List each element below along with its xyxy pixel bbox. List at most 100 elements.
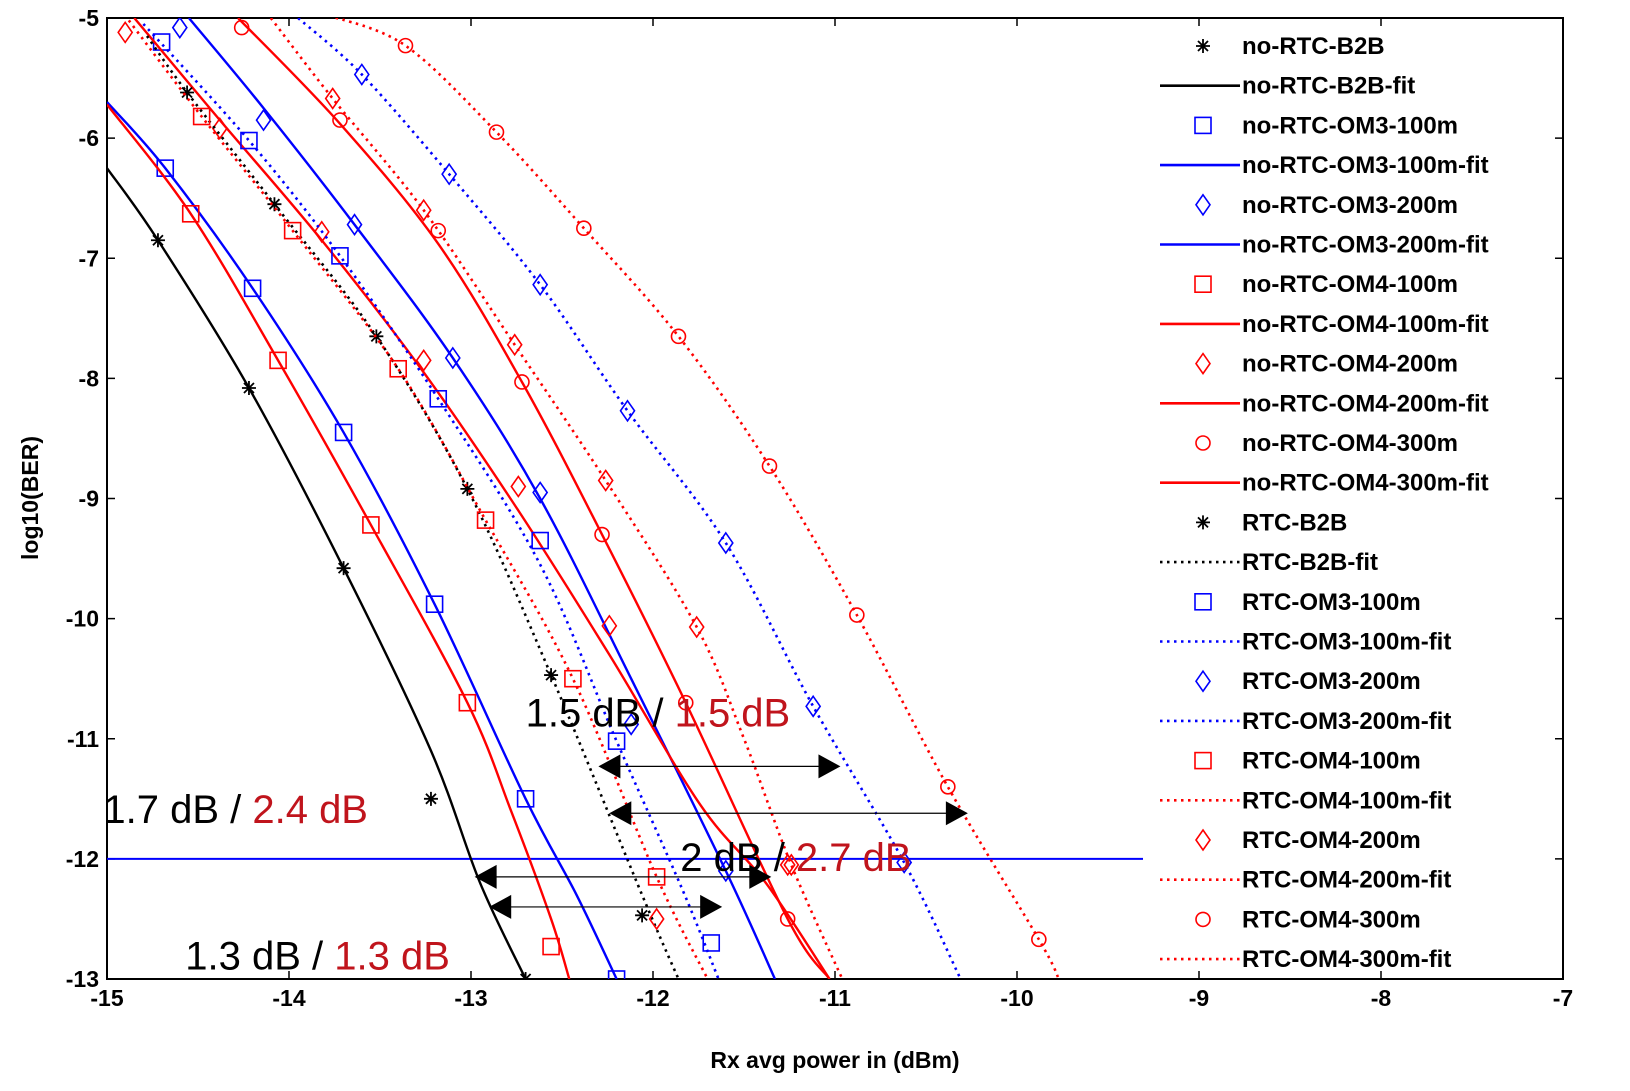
legend-marker-sample <box>1196 39 1210 53</box>
series-no-rtc-om4-300m-fit <box>237 18 831 979</box>
legend-entry: no-RTC-B2B <box>1196 33 1385 60</box>
legend-label: RTC-OM4-300m-fit <box>1242 946 1451 973</box>
data-point <box>269 351 287 370</box>
legend-marker-sample <box>1194 116 1212 135</box>
legend: no-RTC-B2B no-RTC-B2B-fit no-RTC-OM3-100m n… <box>1160 33 1489 973</box>
data-point <box>635 908 650 923</box>
legend-label: RTC-OM3-100m-fit <box>1242 629 1451 656</box>
legend-label: no-RTC-OM4-200m-fit <box>1242 390 1489 417</box>
legend-marker-sample <box>1195 193 1211 217</box>
data-point <box>779 911 796 927</box>
series-rtc-b2b-fit <box>145 35 680 979</box>
axes: -15 -14 -13 -12 -11 -10 -9 -8 -7 -5 -6 -7 -8 -9 -10 -11… <box>66 5 1573 1011</box>
fit-line <box>142 23 720 979</box>
series-rtc-om4-100m <box>192 107 666 886</box>
series-no-rtc-om4-100m-fit <box>107 103 571 979</box>
y-tick-label: -8 <box>79 365 100 391</box>
data-point <box>171 18 188 40</box>
legend-entry: RTC-OM4-100m-fit <box>1160 787 1451 814</box>
legend-entry: RTC-OM3-200m <box>1195 668 1421 695</box>
data-point <box>532 273 549 297</box>
data-point <box>332 112 348 128</box>
y-tick-label: -7 <box>79 245 99 271</box>
data-point <box>564 669 582 688</box>
annotation-black-part: 1.7 dB / <box>103 788 252 832</box>
legend-entry: no-RTC-OM4-200m <box>1195 351 1458 378</box>
x-tick-label: -8 <box>1371 985 1392 1011</box>
fit-line <box>145 35 680 979</box>
annotation-red-part: 1.5 dB <box>675 692 791 736</box>
data-point <box>460 481 475 496</box>
data-point <box>1031 931 1047 948</box>
data-point <box>429 389 448 408</box>
fit-line <box>107 103 571 979</box>
legend-label: RTC-B2B <box>1242 509 1347 536</box>
data-point <box>702 934 721 952</box>
legend-entry: no-RTC-OM4-200m-fit <box>1160 390 1489 417</box>
series-rtc-om3-100m <box>240 131 721 952</box>
annotation-label: 1.5 dB / 1.5 dB <box>526 692 791 736</box>
data-point <box>117 21 134 44</box>
data-point <box>940 778 956 795</box>
data-point <box>415 198 432 222</box>
legend-entry: no-RTC-OM3-100m-fit <box>1160 152 1489 179</box>
annotation-black-part: 1.3 dB / <box>185 934 334 978</box>
y-tick-label: -5 <box>79 5 100 31</box>
plot-area <box>107 18 1143 979</box>
data-point <box>488 124 505 140</box>
data-point <box>180 85 195 100</box>
legend-entry: RTC-OM4-200m <box>1195 827 1421 854</box>
legend-entry: RTC-B2B <box>1196 509 1347 536</box>
double-arrow <box>489 894 723 919</box>
data-point <box>362 516 380 534</box>
data-point <box>761 458 778 474</box>
legend-label: no-RTC-OM3-200m <box>1242 192 1458 219</box>
data-point <box>531 531 549 550</box>
series-no-rtc-om4-200m <box>117 21 800 877</box>
legend-label: no-RTC-OM4-100m <box>1242 271 1458 298</box>
annotation-label: 1.3 dB / 1.3 dB <box>185 934 450 978</box>
legend-label: no-RTC-OM3-100m-fit <box>1242 152 1489 179</box>
series-rtc-om3-200m-fit <box>297 18 962 979</box>
legend-label: no-RTC-B2B <box>1242 33 1385 60</box>
legend-label: RTC-OM4-200m <box>1242 827 1421 854</box>
data-point <box>670 328 687 345</box>
legend-label: no-RTC-OM3-200m-fit <box>1242 232 1489 259</box>
legend-marker-sample <box>1194 592 1212 611</box>
annotation-layer: 1.5 dB / 1.5 dB 1.7 dB / 2.4 dB 2 dB / 2.7… <box>103 692 968 978</box>
series-rtc-om4-200m <box>324 87 796 931</box>
legend-label: RTC-OM4-100m-fit <box>1242 787 1451 814</box>
legend-marker-sample <box>1195 911 1211 928</box>
data-point <box>607 970 626 979</box>
data-point <box>783 853 800 877</box>
data-point <box>607 732 626 750</box>
x-tick-label: -12 <box>636 985 669 1011</box>
series-rtc-om3-100m-fit <box>142 23 720 979</box>
fit-line <box>127 19 709 979</box>
y-tick-label: -13 <box>66 966 99 992</box>
data-point <box>516 790 535 808</box>
series-no-rtc-om4-100m <box>181 205 560 956</box>
legend-entry: RTC-B2B-fit <box>1160 549 1378 576</box>
fit-line <box>107 167 527 979</box>
y-tick-label: -11 <box>67 726 99 752</box>
data-point <box>192 107 211 126</box>
data-point <box>717 531 734 555</box>
data-point <box>805 694 822 718</box>
legend-marker-sample <box>1195 669 1211 693</box>
legend-marker-sample <box>1194 751 1212 770</box>
annotation-red-part: 2.4 dB <box>252 788 368 832</box>
data-point <box>346 213 363 237</box>
arrow-head-left <box>598 754 621 779</box>
y-tick-label: -6 <box>79 125 99 151</box>
data-point <box>283 221 302 240</box>
data-point <box>623 712 640 736</box>
legend-entry: no-RTC-OM3-100m <box>1194 112 1458 139</box>
data-point <box>677 694 694 711</box>
arrow-head-left <box>474 864 497 889</box>
series-no-rtc-om3-100m-fit <box>107 101 618 979</box>
fit-line <box>187 18 777 979</box>
series-no-rtc-om3-100m <box>152 33 626 979</box>
data-point <box>334 423 353 442</box>
